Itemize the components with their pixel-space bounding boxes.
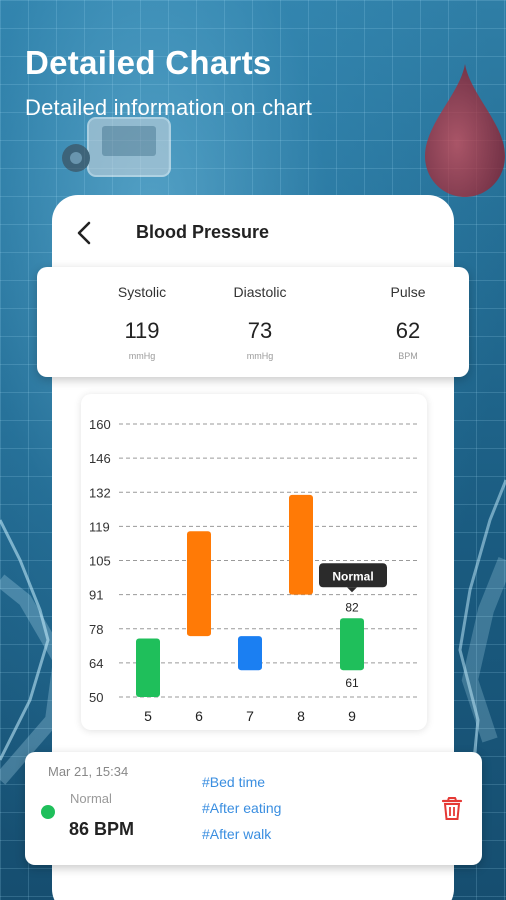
tooltip-label: Normal <box>332 569 373 583</box>
stat-value: 62 <box>395 318 421 343</box>
y-tick-label: 146 <box>89 451 111 466</box>
y-tick-label: 78 <box>89 622 103 637</box>
x-tick-label: 7 <box>246 708 254 724</box>
stat-unit: mmHg <box>128 351 156 361</box>
record-status: Normal <box>70 791 112 806</box>
x-tick-label: 9 <box>348 708 356 724</box>
range-bar <box>340 618 364 671</box>
y-tick-label: 119 <box>89 519 110 534</box>
y-tick-label: 132 <box>89 485 111 500</box>
back-arrow-icon[interactable] <box>74 220 96 246</box>
screen-title: Blood Pressure <box>136 222 270 242</box>
y-tick-label: 160 <box>89 417 111 432</box>
y-tick-label: 64 <box>89 656 103 671</box>
stat-label: Pulse <box>390 284 426 300</box>
stat-unit: BPM <box>398 351 418 361</box>
stats-card: Systolic 119 mmHg Diastolic 73 mmHg Puls… <box>37 267 469 377</box>
record-date: Mar 21, 15:34 <box>48 764 129 779</box>
trash-icon[interactable] <box>441 797 463 821</box>
stat-label: Systolic <box>117 284 167 300</box>
record-tag[interactable]: #Bed time <box>202 774 266 790</box>
tooltip-box <box>319 563 387 588</box>
stat-value: 73 <box>247 318 273 343</box>
record-card[interactable] <box>25 752 482 865</box>
range-bar <box>136 638 160 697</box>
x-tick-label: 8 <box>297 708 305 724</box>
record-value: 86 BPM <box>69 819 135 839</box>
record-tag[interactable]: #After walk <box>202 826 272 842</box>
data-label-high: 82 <box>345 600 359 614</box>
y-tick-label: 105 <box>89 554 111 569</box>
stat-unit: mmHg <box>246 351 274 361</box>
y-tick-label: 50 <box>89 690 103 705</box>
x-tick-label: 5 <box>144 708 152 724</box>
hero-title: Detailed Charts <box>25 44 272 81</box>
range-bar <box>238 636 262 671</box>
blood-pressure-monitor-icon <box>62 117 171 177</box>
stat-value: 119 <box>124 318 160 343</box>
x-tick-label: 6 <box>195 708 203 724</box>
data-label-low: 61 <box>345 676 359 690</box>
stat-label: Diastolic <box>233 284 287 300</box>
range-bar <box>187 531 211 637</box>
range-bar <box>289 494 313 595</box>
tooltip-pointer <box>347 587 357 593</box>
status-dot <box>41 805 55 819</box>
blood-drop-icon <box>425 64 505 197</box>
record-tag[interactable]: #After eating <box>202 800 282 816</box>
hero-subtitle: Detailed information on chart <box>25 95 313 120</box>
y-tick-label: 91 <box>89 588 103 603</box>
